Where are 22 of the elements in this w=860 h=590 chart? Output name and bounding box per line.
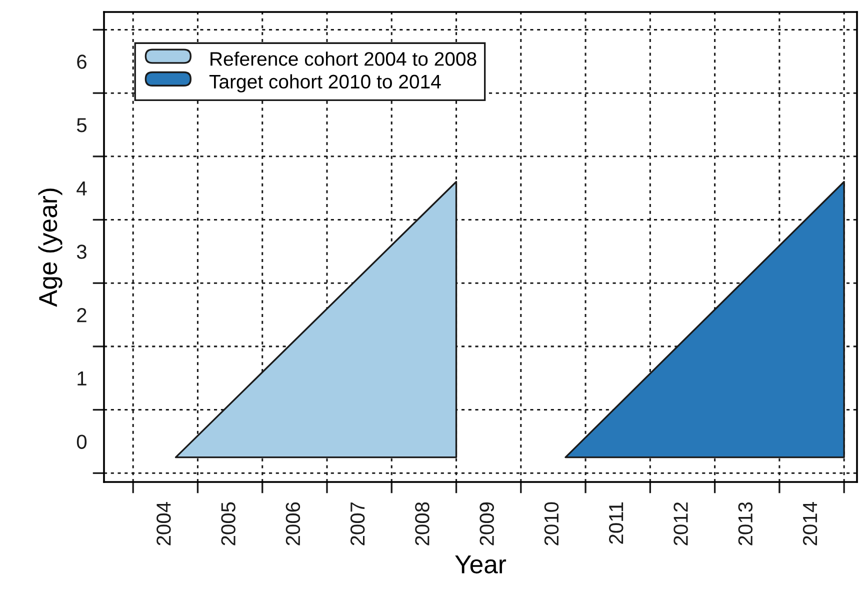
y-axis-title: Age (year): [38, 188, 62, 307]
legend-label: Reference cohort 2004 to 2008: [210, 52, 476, 66]
y-tick-label: 3: [76, 244, 86, 259]
x-tick-label: 2004: [156, 502, 171, 546]
y-tick-label: 2: [77, 308, 86, 322]
x-tick-label: 2008: [415, 502, 430, 546]
x-tick-label: 2007: [350, 502, 365, 546]
x-tick-label: 2013: [738, 502, 753, 546]
y-tick-label: 0: [76, 434, 87, 449]
y-tick-label: 6: [77, 54, 86, 69]
y-tick-label: 5: [76, 118, 86, 132]
x-axis-title: Year: [455, 556, 506, 574]
legend-label: Target cohort 2010 to 2014: [209, 74, 441, 92]
y-tick-label: 4: [76, 182, 87, 196]
x-tick-label: 2006: [286, 502, 300, 546]
x-tick-label: 2014: [802, 502, 818, 546]
y-tick-label: 1: [78, 372, 86, 386]
x-tick-label: 2009: [480, 502, 494, 546]
x-tick-label: 2005: [221, 502, 236, 546]
x-tick-label: 2011: [608, 502, 624, 544]
x-tick-label: 2012: [674, 502, 688, 546]
x-tick-label: 2010: [544, 502, 559, 546]
